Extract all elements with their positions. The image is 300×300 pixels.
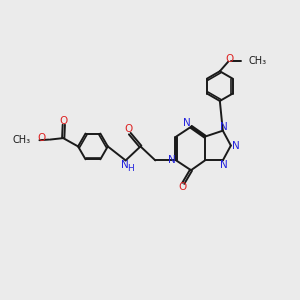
Text: N: N	[121, 160, 129, 170]
Text: O: O	[59, 116, 67, 126]
Text: CH₃: CH₃	[249, 56, 267, 66]
Text: O: O	[124, 124, 133, 134]
Text: N: N	[220, 160, 228, 170]
Text: O: O	[225, 54, 233, 64]
Text: N: N	[167, 155, 175, 165]
Text: N: N	[183, 118, 191, 128]
Text: CH₃: CH₃	[13, 135, 31, 145]
Text: O: O	[178, 182, 186, 193]
Text: N: N	[232, 140, 240, 151]
Text: O: O	[38, 134, 46, 143]
Text: H: H	[127, 164, 134, 173]
Text: N: N	[220, 122, 228, 131]
